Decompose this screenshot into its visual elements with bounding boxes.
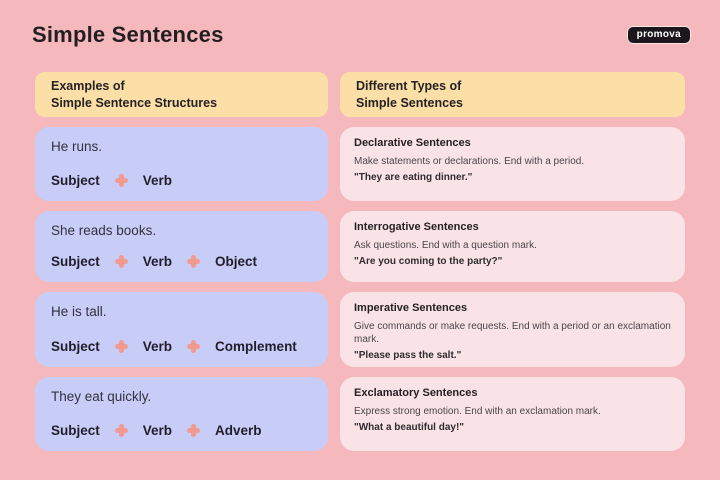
example-card: They eat quickly. Subject Verb Adverb [35,377,328,451]
structure-part: Subject [51,173,100,188]
type-card: Declarative Sentences Make statements or… [340,127,685,201]
plus-icon [187,424,201,437]
plus-icon [187,340,201,353]
brand-logo: promova [627,27,690,43]
structure-part: Adverb [215,423,262,438]
type-description: Express strong emotion. End with an excl… [354,406,601,417]
type-description: Give commands or make requests. End with… [354,321,671,346]
sentence-structure: Subject Verb Object [51,254,312,269]
example-sentence: He is tall. [51,304,107,319]
example-sentence: He runs. [51,139,103,154]
right-column-header: Different Types of Simple Sentences [340,72,685,117]
example-card: He runs. Subject Verb [35,127,328,201]
plus-icon [114,340,128,353]
type-description: Make statements or declarations. End wit… [354,156,585,167]
structure-part: Verb [142,173,173,188]
structure-part: Verb [142,423,173,438]
type-title: Exclamatory Sentences [354,387,478,399]
type-card: Exclamatory Sentences Express strong emo… [340,377,685,451]
type-card: Interrogative Sentences Ask questions. E… [340,211,685,282]
content-grid: Examples of Simple Sentence Structures D… [35,72,685,451]
type-title: Imperative Sentences [354,302,468,314]
top-bar: Simple Sentences promova [0,0,720,48]
example-card: She reads books. Subject Verb Object [35,211,328,282]
type-title: Declarative Sentences [354,137,471,149]
plus-icon [187,255,201,268]
structure-part: Verb [142,254,173,269]
type-example: "Are you coming to the party?" [354,256,503,268]
sentence-structure: Subject Verb Adverb [51,423,312,438]
type-description: Ask questions. End with a question mark. [354,240,537,251]
sentence-structure: Subject Verb Complement [51,339,312,354]
plus-icon [114,255,128,268]
sentence-structure: Subject Verb [51,173,312,188]
plus-icon [114,424,128,437]
page-title: Simple Sentences [32,22,224,47]
left-column-header: Examples of Simple Sentence Structures [35,72,328,117]
type-example: "What a beautiful day!" [354,422,465,434]
plus-icon [114,174,128,187]
type-card: Imperative Sentences Give commands or ma… [340,292,685,367]
structure-part: Subject [51,423,100,438]
structure-part: Complement [215,339,297,354]
example-sentence: They eat quickly. [51,389,152,404]
structure-part: Object [215,254,258,269]
structure-part: Verb [142,339,173,354]
type-example: "They are eating dinner." [354,172,473,184]
example-card: He is tall. Subject Verb Complement [35,292,328,367]
structure-part: Subject [51,254,100,269]
type-example: "Please pass the salt." [354,350,462,362]
example-sentence: She reads books. [51,223,157,238]
type-title: Interrogative Sentences [354,221,479,233]
structure-part: Subject [51,339,100,354]
